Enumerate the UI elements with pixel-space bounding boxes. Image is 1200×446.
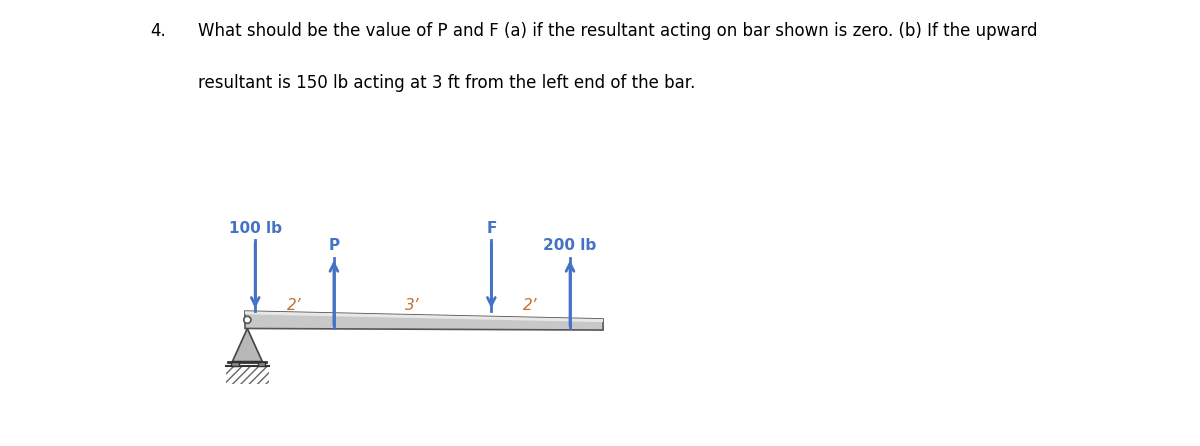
Bar bbox=[226, 366, 269, 384]
Text: 200 lb: 200 lb bbox=[544, 238, 596, 253]
Text: 2’: 2’ bbox=[287, 298, 302, 313]
Text: What should be the value of P and F (a) if the resultant acting on bar shown is : What should be the value of P and F (a) … bbox=[198, 22, 1038, 40]
Text: resultant is 150 lb acting at 3 ft from the left end of the bar.: resultant is 150 lb acting at 3 ft from … bbox=[198, 74, 695, 91]
Text: P: P bbox=[329, 238, 340, 253]
Bar bbox=[230, 362, 239, 366]
Text: 100 lb: 100 lb bbox=[229, 221, 282, 235]
Text: 3’: 3’ bbox=[406, 298, 420, 313]
Text: F: F bbox=[486, 221, 497, 235]
Polygon shape bbox=[233, 328, 263, 362]
Text: 2’: 2’ bbox=[523, 298, 538, 313]
Polygon shape bbox=[245, 311, 604, 322]
Polygon shape bbox=[245, 311, 604, 330]
Text: 4.: 4. bbox=[150, 22, 166, 40]
Circle shape bbox=[244, 316, 251, 323]
Bar bbox=[258, 362, 265, 366]
